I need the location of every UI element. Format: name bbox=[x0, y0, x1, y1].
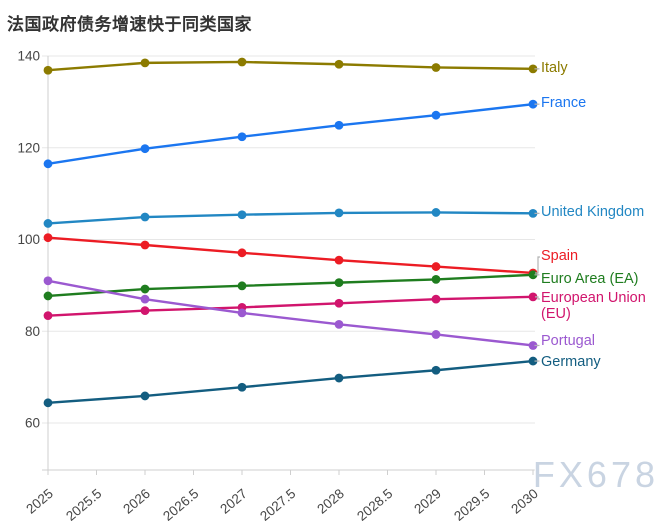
x-tick-label: 2027 bbox=[217, 486, 250, 517]
data-point-germany-2028[interactable] bbox=[334, 373, 344, 383]
data-point-united-kingdom-2030[interactable] bbox=[528, 208, 538, 218]
data-point-european-union-eu-2028[interactable] bbox=[334, 298, 344, 308]
x-tick-label: 2028 bbox=[314, 486, 347, 517]
data-point-germany-2029[interactable] bbox=[431, 365, 441, 375]
data-point-italy-2025[interactable] bbox=[43, 65, 53, 75]
data-point-germany-2026[interactable] bbox=[140, 391, 150, 401]
data-point-italy-2030[interactable] bbox=[528, 64, 538, 74]
data-point-france-2028[interactable] bbox=[334, 120, 344, 130]
data-point-france-2027[interactable] bbox=[237, 132, 247, 142]
data-point-spain-2026[interactable] bbox=[140, 240, 150, 250]
data-point-spain-2028[interactable] bbox=[334, 255, 344, 265]
series-label-italy: Italy bbox=[541, 60, 568, 76]
data-point-france-2026[interactable] bbox=[140, 144, 150, 154]
chart-title: 法国政府债务增速快于同类国家 bbox=[7, 15, 252, 34]
series-label-european-union-eu: European Union (EU) bbox=[541, 290, 646, 322]
axes: 2025 2025.5 2026 2026.5 2027 2027.5 2028 2028.5… bbox=[23, 56, 541, 521]
data-point-france-2030[interactable] bbox=[528, 99, 538, 109]
series-line-germany bbox=[46, 359, 535, 405]
series-line-spain bbox=[46, 236, 535, 275]
data-point-portugal-2027[interactable] bbox=[237, 308, 247, 318]
data-point-portugal-2025[interactable] bbox=[43, 276, 53, 286]
x-tick-label: 2029 bbox=[411, 486, 444, 517]
series-line-united-kingdom bbox=[46, 211, 535, 225]
data-point-united-kingdom-2026[interactable] bbox=[140, 212, 150, 222]
series-line-euro-area-ea bbox=[46, 273, 535, 298]
x-tick-label: 2029.5 bbox=[451, 486, 492, 521]
x-tick-label: 2026.5 bbox=[160, 486, 201, 521]
watermark: FX678 bbox=[532, 454, 659, 495]
data-point-united-kingdom-2028[interactable] bbox=[334, 208, 344, 218]
data-point-euro-area-ea-2028[interactable] bbox=[334, 278, 344, 288]
data-point-germany-2025[interactable] bbox=[43, 398, 53, 408]
data-point-portugal-2028[interactable] bbox=[334, 319, 344, 329]
data-point-portugal-2030[interactable] bbox=[528, 341, 538, 350]
series-line-european-union-eu bbox=[46, 295, 535, 317]
data-point-spain-2029[interactable] bbox=[431, 262, 441, 271]
x-tick-label: 2027.5 bbox=[257, 486, 298, 521]
data-point-european-union-eu-2029[interactable] bbox=[431, 294, 441, 304]
data-point-portugal-2029[interactable] bbox=[431, 330, 441, 339]
series-line-portugal bbox=[46, 279, 535, 347]
data-point-euro-area-ea-2025[interactable] bbox=[43, 291, 53, 301]
data-point-european-union-eu-2025[interactable] bbox=[43, 311, 53, 321]
y-tick-label: 80 bbox=[25, 324, 40, 339]
data-point-european-union-eu-2026[interactable] bbox=[140, 306, 150, 316]
data-point-united-kingdom-2025[interactable] bbox=[43, 219, 53, 228]
data-point-germany-2027[interactable] bbox=[237, 382, 247, 392]
data-point-france-2029[interactable] bbox=[431, 110, 441, 120]
data-point-euro-area-ea-2029[interactable] bbox=[431, 275, 441, 284]
gridlines: 60 80 100 120 140 bbox=[17, 49, 535, 431]
data-point-france-2025[interactable] bbox=[43, 159, 53, 169]
data-point-european-union-eu-2030[interactable] bbox=[528, 292, 538, 302]
series-label-portugal: Portugal bbox=[541, 333, 596, 349]
y-tick-label: 100 bbox=[17, 232, 40, 247]
data-point-euro-area-ea-2027[interactable] bbox=[237, 281, 247, 291]
data-point-united-kingdom-2029[interactable] bbox=[431, 208, 441, 217]
label-leader-lines bbox=[534, 68, 540, 362]
x-tick-label: 2025.5 bbox=[63, 486, 104, 521]
data-point-italy-2028[interactable] bbox=[334, 59, 344, 69]
series-label-euro-area-ea: Euro Area (EA) bbox=[541, 271, 639, 287]
x-tick-label: 2028.5 bbox=[354, 486, 395, 521]
y-tick-label: 140 bbox=[17, 49, 40, 64]
data-point-euro-area-ea-2026[interactable] bbox=[140, 284, 150, 294]
data-point-spain-2027[interactable] bbox=[237, 248, 247, 258]
series-label-united-kingdom: United Kingdom bbox=[541, 204, 645, 220]
data-point-portugal-2026[interactable] bbox=[140, 294, 150, 304]
series-label-germany: Germany bbox=[541, 354, 601, 370]
x-tick-label: 2025 bbox=[23, 486, 56, 517]
leader-line-european-union-eu bbox=[535, 296, 540, 300]
y-tick-label: 60 bbox=[25, 416, 40, 431]
data-point-italy-2027[interactable] bbox=[237, 57, 247, 67]
data-point-italy-2029[interactable] bbox=[431, 63, 441, 72]
series-line-france bbox=[46, 102, 535, 166]
series-label-spain: Spain bbox=[541, 248, 579, 264]
data-point-italy-2026[interactable] bbox=[140, 58, 150, 68]
y-tick-label: 120 bbox=[17, 140, 40, 155]
data-point-germany-2030[interactable] bbox=[528, 356, 538, 366]
leader-line-spain bbox=[535, 256, 540, 274]
series-lines bbox=[43, 57, 538, 408]
data-point-united-kingdom-2027[interactable] bbox=[237, 210, 247, 220]
data-point-spain-2025[interactable] bbox=[43, 233, 53, 243]
series-line-italy bbox=[46, 60, 535, 72]
x-tick-label: 2026 bbox=[120, 486, 153, 517]
series-label-france: France bbox=[541, 95, 587, 111]
